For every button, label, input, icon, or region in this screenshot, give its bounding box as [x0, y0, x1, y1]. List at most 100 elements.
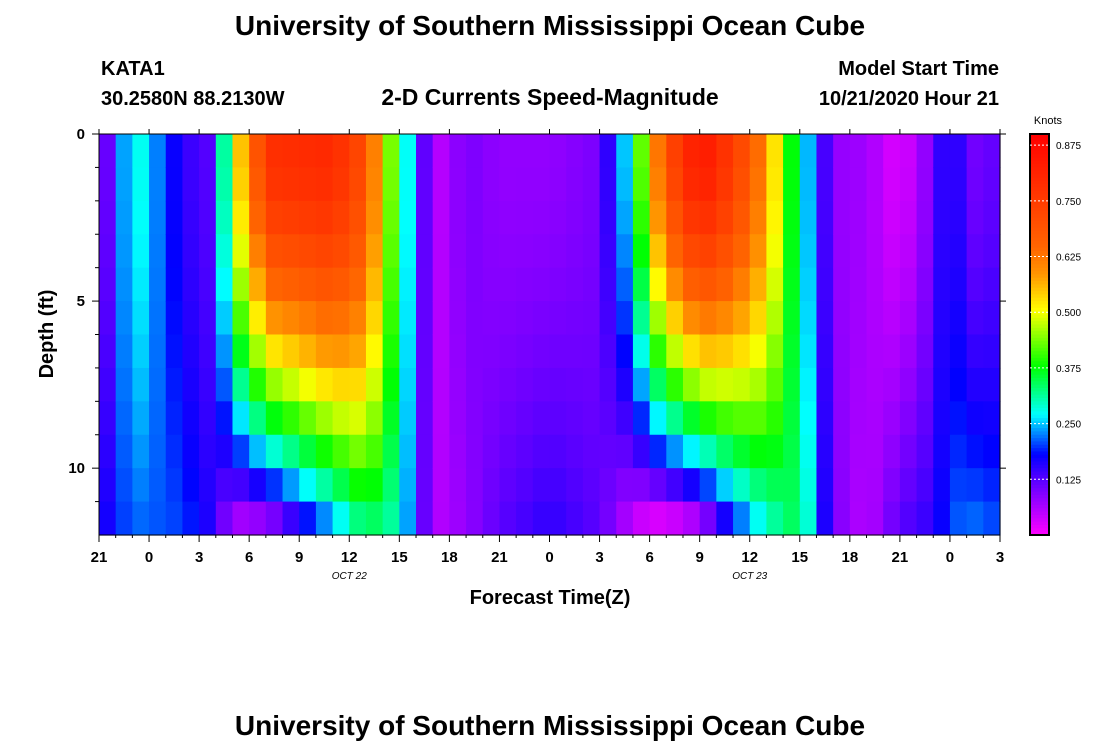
heatmap-cell [165, 401, 184, 436]
heatmap-cell [265, 334, 284, 369]
colorbar-swatch [1030, 367, 1049, 372]
heatmap-cell [265, 434, 284, 469]
heatmap-cell [382, 334, 400, 369]
heatmap-cell [916, 267, 934, 302]
heatmap-cell [799, 434, 818, 469]
heatmap-cell [766, 167, 784, 202]
heatmap-cell [849, 301, 868, 336]
heatmap-cell [799, 200, 818, 235]
colorbar-swatch [1030, 528, 1049, 533]
heatmap-cell [265, 367, 284, 402]
heatmap-cell [182, 301, 200, 336]
colorbar-swatch [1030, 531, 1049, 536]
y-axis-label: Depth (ft) [36, 290, 58, 379]
heatmap-cell [215, 167, 234, 202]
footer-title: University of Southern Mississippi Ocean… [235, 710, 865, 741]
heatmap-cell [299, 134, 317, 169]
heatmap-cell [783, 134, 801, 169]
heatmap-cell [549, 200, 567, 235]
colorbar-swatch [1030, 514, 1049, 519]
heatmap-cell [332, 401, 350, 436]
heatmap-cell [115, 401, 133, 436]
heatmap-cell [315, 468, 334, 503]
heatmap-cell [866, 167, 884, 202]
heatmap-cell [99, 468, 117, 503]
heatmap-cell [215, 468, 234, 503]
colorbar-swatch [1030, 428, 1049, 433]
heatmap-cell [799, 234, 818, 269]
heatmap-cell [516, 334, 534, 369]
heatmap-cell [516, 200, 534, 235]
heatmap-cell [399, 501, 417, 536]
y-tick-label: 0 [77, 126, 85, 143]
heatmap-cell [215, 367, 234, 402]
heatmap-cell [899, 434, 918, 469]
colorbar-swatch [1030, 184, 1049, 189]
heatmap-cell [365, 234, 384, 269]
heatmap-cell [516, 434, 534, 469]
heatmap-cell [182, 367, 200, 402]
colorbar-swatch [1030, 424, 1049, 429]
heatmap-cell [549, 301, 567, 336]
heatmap-cell [883, 434, 901, 469]
heatmap-cell [299, 367, 317, 402]
heatmap-cell [866, 401, 884, 436]
heatmap-cell [466, 401, 484, 436]
heatmap-cell [516, 401, 534, 436]
colorbar-swatch [1030, 364, 1049, 369]
heatmap-cell [416, 468, 434, 503]
heatmap-cell [332, 468, 350, 503]
heatmap-cell [599, 401, 617, 436]
heatmap-cell [749, 134, 768, 169]
heatmap-cell [315, 200, 334, 235]
heatmap-cell [382, 134, 400, 169]
colorbar-swatch [1030, 518, 1049, 523]
heatmap-cell [299, 468, 317, 503]
heatmap-cell [482, 468, 501, 503]
heatmap-cell [699, 267, 717, 302]
heatmap-cell [949, 200, 968, 235]
heatmap-cell [849, 367, 868, 402]
colorbar-swatch [1030, 140, 1049, 145]
heatmap-cell [132, 367, 150, 402]
heatmap-cell [599, 167, 617, 202]
heatmap-cell [349, 234, 367, 269]
x-tick-label: 6 [245, 549, 253, 566]
heatmap-cell [449, 301, 467, 336]
colorbar-swatch [1030, 478, 1049, 483]
heatmap-cell [899, 401, 918, 436]
heatmap-cell [682, 434, 701, 469]
heatmap-cell [549, 468, 567, 503]
heatmap-cell [866, 468, 884, 503]
heatmap-cell [549, 334, 567, 369]
date-label: OCT 23 [732, 571, 767, 582]
heatmap-cell [449, 367, 467, 402]
colorbar-swatch [1030, 311, 1049, 316]
heatmap-cell [616, 134, 634, 169]
colorbar-swatch [1030, 498, 1049, 503]
colorbar-swatch [1030, 134, 1049, 138]
heatmap-cell [182, 234, 200, 269]
heatmap-cell [466, 367, 484, 402]
heatmap-cell [482, 434, 501, 469]
heatmap-cell [416, 401, 434, 436]
heatmap-cell [933, 301, 951, 336]
heatmap-cell [165, 301, 184, 336]
heatmap-cell [666, 167, 684, 202]
heatmap-cell [933, 167, 951, 202]
heatmap-cell [766, 367, 784, 402]
y-tick-label: 5 [77, 293, 85, 310]
colorbar-tick-label: 0.125 [1056, 475, 1081, 486]
heatmap-cell [933, 134, 951, 169]
heatmap-cell [682, 200, 701, 235]
heatmap-cell [549, 234, 567, 269]
heatmap-cell [632, 200, 651, 235]
x-tick-label: 15 [791, 549, 808, 566]
heatmap-cell [299, 401, 317, 436]
heatmap-cell [582, 401, 601, 436]
heatmap-cell [632, 267, 651, 302]
heatmap-cell [532, 234, 551, 269]
heatmap-cell [833, 301, 851, 336]
heatmap-cell [382, 501, 400, 536]
heatmap-cell [716, 334, 734, 369]
